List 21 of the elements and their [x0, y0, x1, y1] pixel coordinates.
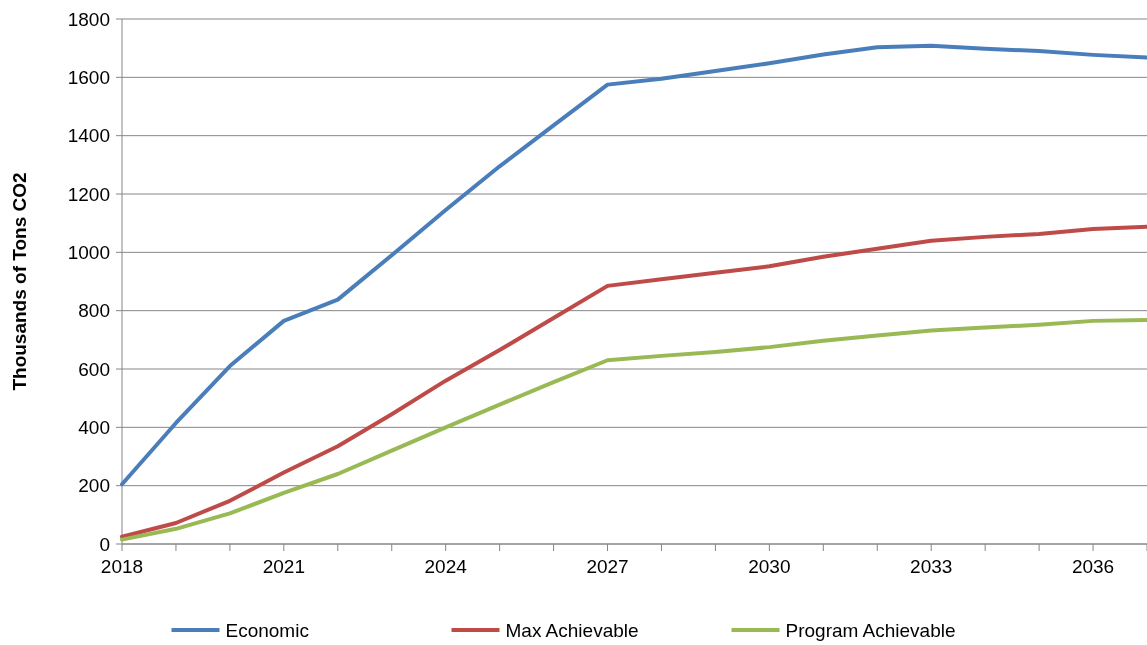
x-tick-label: 2027 [586, 556, 629, 577]
legend-label: Program Achievable [785, 619, 956, 641]
legend-label: Economic [225, 619, 309, 641]
y-axis-title: Thousands of Tons CO2 [9, 172, 30, 391]
y-tick-label: 0 [99, 533, 110, 555]
x-tick-label: 2021 [262, 556, 305, 577]
y-tick-label: 1600 [67, 66, 110, 88]
y-tick-label: 600 [78, 358, 110, 380]
y-tick-label: 800 [78, 300, 110, 322]
x-tick-label: 2018 [100, 556, 144, 577]
x-tick-label: 2036 [1071, 556, 1115, 577]
y-tick-label: 1400 [67, 125, 110, 147]
x-tick-label: 2033 [910, 556, 953, 577]
y-tick-label: 1800 [67, 8, 110, 30]
y-tick-label: 1200 [67, 183, 110, 205]
y-tick-label: 200 [78, 475, 110, 497]
y-tick-label: 400 [78, 416, 110, 438]
x-tick-label: 2024 [424, 556, 468, 577]
legend-label: Max Achievable [505, 619, 639, 641]
x-tick-label: 2030 [748, 556, 791, 577]
y-tick-label: 1000 [67, 241, 110, 263]
